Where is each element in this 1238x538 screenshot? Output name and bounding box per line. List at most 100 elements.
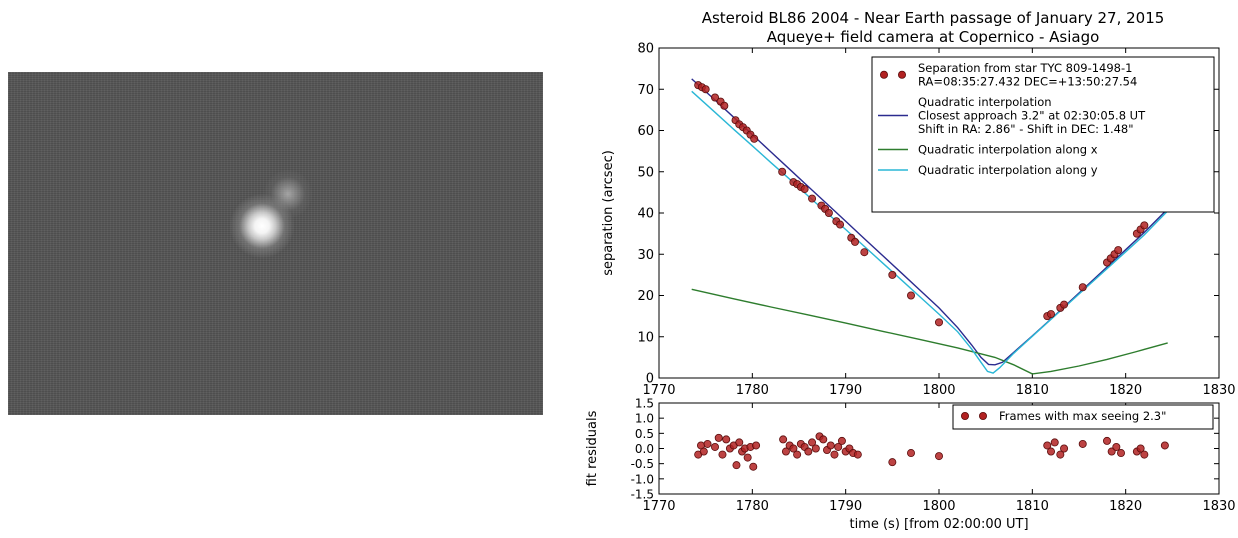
x-tick-label: 1770 (642, 383, 675, 398)
data-point (1043, 441, 1052, 450)
y-axis-label: fit residuals (585, 410, 600, 486)
data-point (1140, 450, 1149, 459)
data-point (735, 438, 744, 447)
data-point (750, 134, 759, 143)
legend-label: Frames with max seeing 2.3" (999, 409, 1166, 423)
legend-marker (879, 70, 888, 79)
data-point (1046, 310, 1055, 319)
residuals-plot: 1770 1780 1790 1800 1810 1820 1830 -1.5 -1.0-0.5… (585, 397, 1236, 533)
data-point (888, 458, 897, 467)
y-tick-label: 0.5 (635, 427, 654, 441)
chart-subtitle: Aqueye+ field camera at Copernico - Asia… (767, 28, 1100, 46)
y-tick-label: 30 (637, 248, 654, 263)
data-point (701, 85, 710, 94)
data-point (1050, 438, 1059, 447)
x-tick-label: 1800 (922, 499, 955, 514)
data-point (1114, 246, 1123, 255)
data-point (934, 318, 943, 327)
asteroid-camera-frame (8, 72, 543, 415)
data-point (779, 435, 788, 444)
data-point (732, 461, 741, 470)
legend-label: Quadratic interpolation (918, 95, 1052, 109)
x-tick-label: 1790 (829, 383, 862, 398)
data-point (1112, 442, 1121, 451)
x-tick-label: 1830 (1202, 383, 1235, 398)
x-tick-label: 1770 (642, 499, 675, 514)
data-point (804, 447, 813, 456)
data-point (778, 167, 787, 176)
x-tick-label: 1820 (1109, 383, 1142, 398)
legend-box (871, 56, 1215, 213)
data-point (850, 237, 859, 246)
y-tick-label: -1.5 (631, 488, 654, 502)
y-tick-label: 0 (646, 372, 654, 387)
data-point (837, 436, 846, 445)
x-tick-label: 1830 (1202, 499, 1235, 514)
legend-box (952, 404, 1214, 430)
star-glow (230, 194, 294, 258)
y-tick-label: 70 (637, 83, 654, 98)
x-tick-label: 1780 (736, 499, 769, 514)
chart-title: Asteroid BL86 2004 - Near Earth passage … (702, 9, 1165, 27)
y-tick-label: 0.0 (635, 442, 654, 456)
data-point (781, 447, 790, 456)
data-point (722, 435, 731, 444)
data-point (710, 93, 719, 102)
x-tick-label: 1780 (736, 383, 769, 398)
legend-label: Quadratic interpolation along y (918, 163, 1098, 177)
data-point (714, 433, 723, 442)
data-point (826, 441, 835, 450)
separation-plot: 1770 1780 1790 1800 1810 1820 1830 0 10 20 30 40 50 6… (601, 42, 1236, 399)
y-tick-label: 20 (637, 289, 654, 304)
y-tick-label: 40 (637, 207, 654, 222)
data-point (808, 438, 817, 447)
data-point (1046, 447, 1055, 456)
y-tick-label: 60 (637, 124, 654, 139)
data-point (1136, 444, 1145, 453)
data-point (1060, 444, 1069, 453)
x-tick-label: 1800 (922, 383, 955, 398)
legend-label: RA=08:35:27.432 DEC=+13:50:27.54 (918, 75, 1137, 89)
y-tick-label: 50 (637, 165, 654, 180)
data-point (749, 462, 758, 471)
data-point (720, 101, 729, 110)
legend-marker (978, 411, 987, 420)
data-point (699, 447, 708, 456)
data-point (834, 442, 843, 451)
data-point (1160, 441, 1169, 450)
data-point (718, 450, 727, 459)
data-point (836, 220, 845, 229)
y-tick-label: 1.0 (635, 412, 654, 426)
x-axis-label: time (s) [from 02:00:00 UT] (849, 517, 1028, 532)
y-axis-label: separation (arcsec) (601, 150, 616, 276)
legend-label: Quadratic interpolation along x (918, 143, 1098, 157)
y-tick-label: 10 (637, 330, 654, 345)
legend-label: Shift in RA: 2.86" - Shift in DEC: 1.48" (918, 122, 1134, 136)
data-point (1117, 449, 1126, 458)
series-line (691, 288, 1168, 375)
data-point (819, 435, 828, 444)
x-tick-label: 1820 (1109, 499, 1142, 514)
data-point (1056, 450, 1065, 459)
data-point (1103, 436, 1112, 445)
legend-label: Separation from star TYC 809-1498-1 (918, 61, 1132, 75)
x-tick-label: 1810 (1016, 499, 1049, 514)
data-point (906, 449, 915, 458)
y-tick-label: -0.5 (631, 457, 654, 471)
data-layer (694, 432, 1169, 471)
data-point (830, 450, 839, 459)
data-point (789, 444, 798, 453)
separation-charts: Asteroid BL86 2004 - Near Earth passage … (585, 9, 1236, 533)
data-point (811, 444, 820, 453)
data-point (906, 291, 915, 300)
data-point (710, 442, 719, 451)
data-point (888, 270, 897, 279)
legend-label: Closest approach 3.2" at 02:30:05.8 UT (918, 109, 1146, 123)
y-tick-label: -1.0 (631, 472, 654, 486)
data-point (1078, 439, 1087, 448)
x-tick-label: 1790 (829, 499, 862, 514)
data-point (752, 441, 761, 450)
data-point (853, 450, 862, 459)
data-point (808, 194, 817, 203)
legend-marker (897, 70, 906, 79)
